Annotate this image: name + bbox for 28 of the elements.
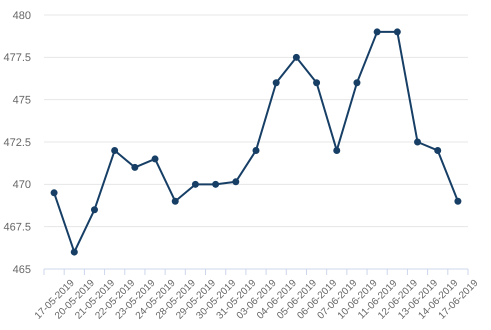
y-tick-label: 475 xyxy=(12,94,31,107)
point xyxy=(50,189,58,196)
point xyxy=(454,198,462,205)
point xyxy=(252,146,260,154)
point xyxy=(272,79,280,86)
point xyxy=(232,178,240,186)
point xyxy=(131,164,138,171)
point xyxy=(313,79,320,86)
y-tick-label: 467.5 xyxy=(3,222,31,234)
point xyxy=(434,146,442,154)
y-tick-label: 477.5 xyxy=(3,52,31,64)
point xyxy=(90,206,98,214)
y-tick-label: 472.5 xyxy=(3,136,31,149)
point xyxy=(111,146,118,154)
point xyxy=(333,146,340,154)
point xyxy=(292,54,300,61)
y-tick-label: 465 xyxy=(12,264,31,276)
point xyxy=(414,138,422,146)
point xyxy=(70,248,78,256)
y-tick-label: 470 xyxy=(12,179,31,192)
point xyxy=(152,155,159,162)
point xyxy=(192,180,199,188)
y-tick-label: 480 xyxy=(12,10,31,22)
point xyxy=(394,28,401,36)
point xyxy=(172,198,179,205)
point xyxy=(353,79,360,86)
point xyxy=(212,180,220,188)
point xyxy=(374,28,381,36)
